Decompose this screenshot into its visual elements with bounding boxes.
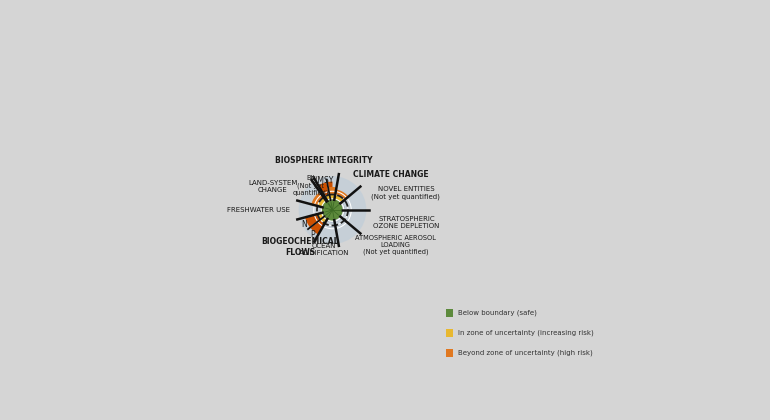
Polygon shape [334, 195, 344, 203]
Polygon shape [318, 181, 333, 197]
Polygon shape [330, 199, 334, 202]
Text: BIOGEOCHEMICAL
FLOWS: BIOGEOCHEMICAL FLOWS [262, 237, 339, 257]
Polygon shape [311, 192, 323, 206]
Polygon shape [322, 212, 326, 217]
Polygon shape [320, 217, 327, 223]
Polygon shape [323, 215, 329, 220]
Polygon shape [334, 199, 341, 205]
Polygon shape [305, 214, 320, 228]
Text: BII
(Not yet
quantified): BII (Not yet quantified) [293, 176, 329, 197]
Polygon shape [317, 197, 326, 207]
Polygon shape [328, 187, 336, 195]
Text: E/MSY: E/MSY [310, 175, 333, 184]
Text: ATMOSPHERIC AEROSOL
LOADING
(Not yet quantified): ATMOSPHERIC AEROSOL LOADING (Not yet qua… [355, 235, 436, 255]
Text: CLIMATE CHANGE: CLIMATE CHANGE [353, 170, 429, 179]
Text: In zone of uncertainty (increasing risk): In zone of uncertainty (increasing risk) [458, 330, 594, 336]
Text: Below boundary (safe): Below boundary (safe) [458, 310, 537, 316]
Polygon shape [339, 210, 343, 217]
Circle shape [300, 177, 366, 243]
Polygon shape [334, 215, 340, 220]
Text: LAND-SYSTEM
CHANGE: LAND-SYSTEM CHANGE [248, 181, 297, 194]
Text: FRESHWATER USE: FRESHWATER USE [227, 207, 290, 213]
Text: NOVEL ENTITIES
(Not yet quantified): NOVEL ENTITIES (Not yet quantified) [371, 186, 440, 200]
Text: N: N [302, 220, 307, 229]
Polygon shape [317, 213, 323, 220]
Polygon shape [310, 220, 325, 235]
Bar [446, 329, 454, 337]
Polygon shape [335, 189, 349, 200]
Polygon shape [339, 203, 343, 210]
Text: P: P [310, 230, 315, 239]
Text: OCEAN
ACIDIFICATION: OCEAN ACIDIFICATION [299, 243, 350, 256]
Text: BIOSPHERE INTEGRITY: BIOSPHERE INTEGRITY [275, 156, 372, 165]
Polygon shape [327, 199, 333, 203]
Text: STRATOSPHERIC
OZONE DEPLETION: STRATOSPHERIC OZONE DEPLETION [373, 216, 440, 229]
Polygon shape [324, 202, 341, 218]
Polygon shape [322, 201, 328, 208]
Polygon shape [327, 217, 334, 221]
Text: Beyond zone of uncertainty (high risk): Beyond zone of uncertainty (high risk) [458, 350, 593, 357]
Polygon shape [325, 194, 333, 200]
Polygon shape [330, 194, 335, 199]
Polygon shape [322, 207, 325, 213]
Bar [446, 349, 454, 357]
Bar [446, 309, 454, 317]
